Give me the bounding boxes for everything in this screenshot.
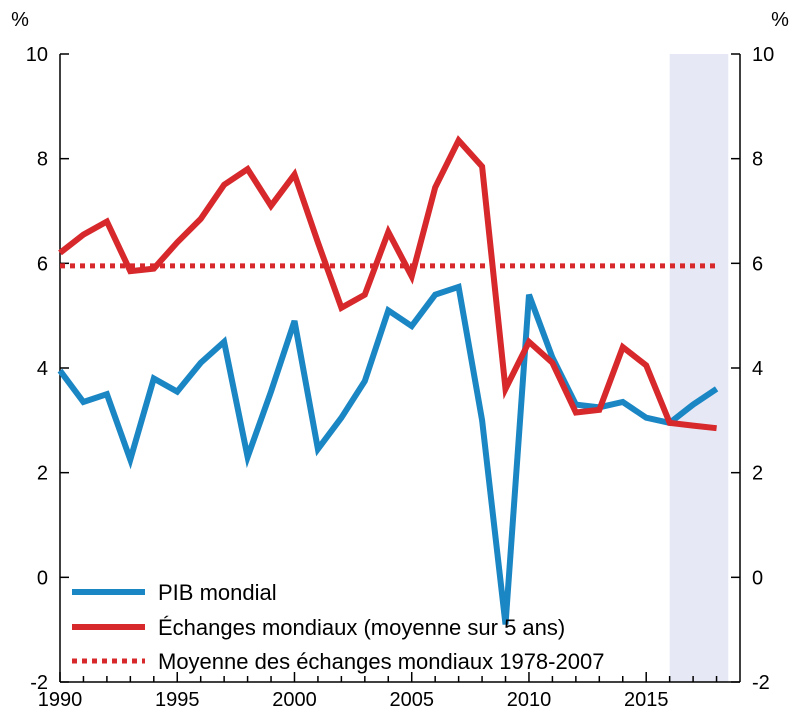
legend-label: PIB mondial [158, 580, 277, 605]
y-tick-label-left: 10 [26, 44, 48, 66]
legend-label: Échanges mondiaux (moyenne sur 5 ans) [158, 615, 565, 640]
y-tick-label-left: -2 [30, 672, 48, 694]
x-tick-label: 1990 [38, 689, 83, 711]
y-tick-label-left: 6 [37, 253, 48, 275]
x-tick-label: 2005 [389, 689, 434, 711]
y-axis-unit-right: % [771, 9, 789, 31]
y-tick-label-left: 0 [37, 567, 48, 589]
y-tick-label-right: 10 [752, 44, 774, 66]
axis-ticks: -2 -2 0 0 2 2 4 4 6 6 8 8 10 10 1990 1995 2000 2005 2010 20… [26, 44, 775, 711]
legend-label: Moyenne des échanges mondiaux 1978-2007 [158, 649, 604, 674]
x-tick-label: 1995 [155, 689, 200, 711]
series-line-2 [58, 135, 717, 432]
y-tick-label-left: 8 [37, 149, 48, 171]
x-tick-label: 2015 [624, 689, 669, 711]
y-tick-label-left: 2 [37, 463, 48, 485]
y-axis-unit-left: % [11, 9, 29, 31]
x-tick-label: 2010 [507, 689, 552, 711]
y-tick-label-right: 2 [752, 463, 763, 485]
series-lines [57, 135, 719, 625]
legend: PIB mondial Échanges mondiaux (moyenne su… [72, 580, 604, 674]
y-tick-label-right: -2 [752, 672, 770, 694]
y-tick-label-right: 6 [752, 253, 763, 275]
series-line-1 [57, 282, 719, 625]
y-tick-label-right: 0 [752, 567, 763, 589]
y-tick-label-right: 8 [752, 149, 763, 171]
x-tick-label: 2000 [272, 689, 317, 711]
projection-shaded-region [669, 54, 729, 682]
y-tick-label-left: 4 [37, 358, 48, 380]
y-tick-label-right: 4 [752, 358, 763, 380]
